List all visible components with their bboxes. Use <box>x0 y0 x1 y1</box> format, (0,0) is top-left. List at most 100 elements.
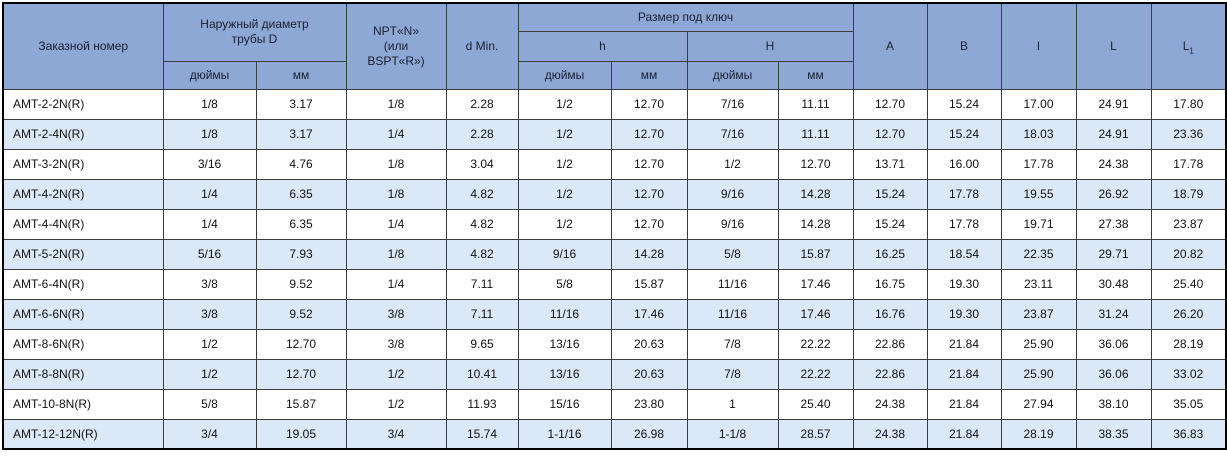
value-cell: 21.84 <box>926 388 1002 420</box>
value-cell: 19.71 <box>1000 208 1077 240</box>
value-cell: 5/8 <box>162 388 257 420</box>
order-number-cell: AMT-6-6N(R) <box>2 298 164 330</box>
value-cell: 11.11 <box>777 118 854 150</box>
value-cell: 15.87 <box>610 268 688 300</box>
table-row: AMT-3-2N(R) 3/16 4.76 1/8 3.04 1/2 12.70 1/2 12.… <box>2 148 1227 180</box>
value-cell: 28.57 <box>777 418 854 450</box>
order-number-cell: AMT-8-6N(R) <box>2 328 164 360</box>
value-cell: 12.70 <box>610 208 688 240</box>
value-cell: 21.84 <box>926 418 1002 450</box>
value-cell: 18.03 <box>1000 118 1077 150</box>
value-cell: 18.54 <box>926 238 1002 270</box>
order-number-cell: AMT-4-4N(R) <box>2 208 164 240</box>
value-cell: 1 <box>686 388 779 420</box>
fittings-dimension-table: Заказной номер Наружный диаметр трубы D … <box>2 2 1227 450</box>
value-cell: 2.28 <box>445 118 519 150</box>
value-cell: 3/8 <box>345 328 447 360</box>
value-cell: 23.11 <box>1000 268 1077 300</box>
value-cell: 3/8 <box>345 298 447 330</box>
value-cell: 9.52 <box>255 298 347 330</box>
header-h-big-mm: мм <box>777 60 854 90</box>
value-cell: 9.52 <box>255 268 347 300</box>
value-cell: 12.70 <box>610 88 688 120</box>
value-cell: 15.24 <box>926 88 1002 120</box>
value-cell: 15.24 <box>852 178 928 210</box>
value-cell: 3/8 <box>162 298 257 330</box>
value-cell: 38.10 <box>1075 388 1152 420</box>
value-cell: 27.38 <box>1075 208 1152 240</box>
header-outer-diameter-line2: трубы D <box>231 32 278 47</box>
order-number-cell: AMT-2-2N(R) <box>2 88 164 120</box>
value-cell: 1/2 <box>517 148 612 180</box>
header-d-min: d Min. <box>445 2 519 90</box>
header-l-big: L <box>1075 2 1152 90</box>
value-cell: 11.11 <box>777 88 854 120</box>
value-cell: 38.35 <box>1075 418 1152 450</box>
value-cell: 30.48 <box>1075 268 1152 300</box>
value-cell: 12.70 <box>777 148 854 180</box>
value-cell: 9/16 <box>517 238 612 270</box>
value-cell: 1/8 <box>345 88 447 120</box>
value-cell: 21.84 <box>926 328 1002 360</box>
value-cell: 13/16 <box>517 358 612 390</box>
value-cell: 5/8 <box>517 268 612 300</box>
header-a: A <box>852 2 928 90</box>
value-cell: 15.87 <box>777 238 854 270</box>
value-cell: 1/2 <box>345 358 447 390</box>
value-cell: 1/4 <box>345 208 447 240</box>
value-cell: 1/8 <box>162 118 257 150</box>
header-outer-diameter-line1: Наружный диаметр <box>200 17 309 32</box>
value-cell: 1/2 <box>162 358 257 390</box>
value-cell: 1/8 <box>345 148 447 180</box>
order-number-cell: AMT-8-8N(R) <box>2 358 164 390</box>
value-cell: 15.74 <box>445 418 519 450</box>
value-cell: 12.70 <box>610 178 688 210</box>
value-cell: 1/2 <box>517 88 612 120</box>
value-cell: 4.82 <box>445 178 519 210</box>
header-l1-base: L <box>1182 38 1190 53</box>
value-cell: 3.17 <box>255 118 347 150</box>
value-cell: 24.38 <box>852 388 928 420</box>
header-h-big-inches: дюймы <box>686 60 779 90</box>
value-cell: 36.83 <box>1150 418 1227 450</box>
header-order-number: Заказной номер <box>2 2 164 90</box>
value-cell: 29.71 <box>1075 238 1152 270</box>
value-cell: 22.22 <box>777 358 854 390</box>
value-cell: 33.02 <box>1150 358 1227 390</box>
table-row: AMT-8-8N(R) 1/2 12.70 1/2 10.41 13/16 20.63 7/8… <box>2 358 1227 390</box>
header-npt-line1: NPT«N» <box>372 23 419 38</box>
value-cell: 19.30 <box>926 298 1002 330</box>
value-cell: 12.70 <box>610 148 688 180</box>
value-cell: 17.46 <box>610 298 688 330</box>
value-cell: 1/2 <box>517 118 612 150</box>
value-cell: 36.06 <box>1075 358 1152 390</box>
order-number-cell: AMT-3-2N(R) <box>2 148 164 180</box>
value-cell: 1/4 <box>345 118 447 150</box>
order-number-cell: AMT-6-4N(R) <box>2 268 164 300</box>
header-l1-subscript: 1 <box>1189 46 1194 56</box>
value-cell: 24.91 <box>1075 88 1152 120</box>
value-cell: 36.06 <box>1075 328 1152 360</box>
value-cell: 17.46 <box>777 268 854 300</box>
value-cell: 17.78 <box>926 208 1002 240</box>
value-cell: 26.20 <box>1150 298 1227 330</box>
value-cell: 25.40 <box>777 388 854 420</box>
value-cell: 19.30 <box>926 268 1002 300</box>
header-npt: NPT«N» (или BSPT«R») <box>345 2 447 90</box>
value-cell: 3.04 <box>445 148 519 180</box>
value-cell: 22.86 <box>852 328 928 360</box>
value-cell: 1/8 <box>345 238 447 270</box>
table-row: AMT-6-6N(R) 3/8 9.52 3/8 7.11 11/16 17.46 11/16… <box>2 298 1227 330</box>
value-cell: 1/4 <box>162 208 257 240</box>
value-cell: 12.70 <box>852 118 928 150</box>
value-cell: 15.24 <box>852 208 928 240</box>
value-cell: 15.24 <box>926 118 1002 150</box>
value-cell: 1/8 <box>345 178 447 210</box>
value-cell: 1/4 <box>162 178 257 210</box>
value-cell: 23.87 <box>1150 208 1227 240</box>
value-cell: 12.70 <box>610 118 688 150</box>
value-cell: 22.22 <box>777 328 854 360</box>
value-cell: 3/4 <box>345 418 447 450</box>
value-cell: 2.28 <box>445 88 519 120</box>
